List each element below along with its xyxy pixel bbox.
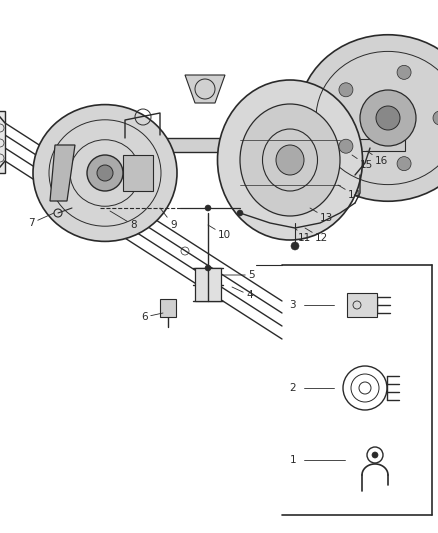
Text: 11: 11 <box>295 228 311 243</box>
Text: 1: 1 <box>290 455 296 465</box>
Ellipse shape <box>33 104 177 241</box>
Polygon shape <box>50 145 75 201</box>
Circle shape <box>87 155 123 191</box>
Text: 5: 5 <box>222 270 254 280</box>
Text: 4: 4 <box>232 287 253 300</box>
Bar <box>370 112 395 124</box>
Bar <box>347 293 377 317</box>
Circle shape <box>397 157 411 171</box>
Circle shape <box>339 83 353 97</box>
Ellipse shape <box>240 104 340 216</box>
Circle shape <box>205 265 211 271</box>
Text: 10: 10 <box>208 225 231 240</box>
Bar <box>350 139 405 151</box>
Text: 2: 2 <box>290 383 296 393</box>
Circle shape <box>397 66 411 79</box>
Ellipse shape <box>298 35 438 201</box>
Text: 14: 14 <box>338 185 361 200</box>
Circle shape <box>376 106 400 130</box>
Circle shape <box>205 205 211 211</box>
Text: 3: 3 <box>290 300 296 310</box>
Text: 6: 6 <box>141 312 163 322</box>
Bar <box>195 268 221 301</box>
Polygon shape <box>185 75 225 103</box>
Circle shape <box>97 165 113 181</box>
Ellipse shape <box>276 145 304 175</box>
Text: 16: 16 <box>367 151 388 166</box>
Circle shape <box>360 90 416 146</box>
Text: 13: 13 <box>310 208 333 223</box>
Circle shape <box>433 111 438 125</box>
Circle shape <box>291 242 299 250</box>
Text: 12: 12 <box>305 228 328 243</box>
Text: 7: 7 <box>28 213 54 228</box>
Text: 15: 15 <box>352 155 373 170</box>
Bar <box>160 299 176 317</box>
Text: 9: 9 <box>160 208 177 230</box>
Bar <box>55 138 390 152</box>
Bar <box>0 111 5 173</box>
Circle shape <box>237 210 243 216</box>
Text: 8: 8 <box>110 211 137 230</box>
Circle shape <box>372 452 378 458</box>
Circle shape <box>339 139 353 153</box>
Bar <box>123 155 153 191</box>
Bar <box>370 140 395 150</box>
Ellipse shape <box>218 80 363 240</box>
